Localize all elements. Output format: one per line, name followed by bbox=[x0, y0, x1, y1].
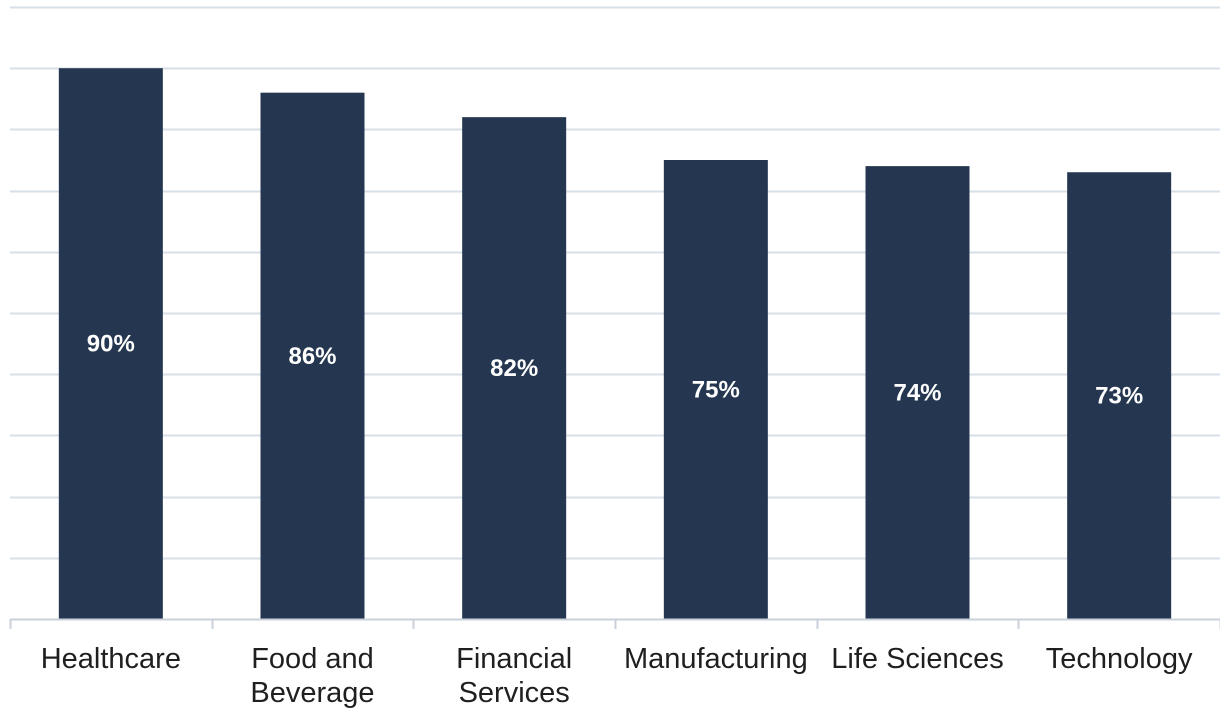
data-label: 73% bbox=[1095, 383, 1143, 410]
category-tick-label: Healthcare bbox=[41, 643, 181, 675]
gridlines bbox=[10, 6, 1220, 560]
data-label: 90% bbox=[87, 331, 135, 358]
data-label: 74% bbox=[893, 380, 941, 407]
bar bbox=[58, 68, 163, 619]
category-tick-label: Life Sciences bbox=[831, 643, 1004, 675]
data-label: 75% bbox=[692, 377, 740, 404]
bars bbox=[58, 68, 1172, 620]
bar bbox=[260, 92, 365, 620]
data-label: 86% bbox=[288, 343, 336, 370]
bar bbox=[462, 117, 567, 619]
category-tick-label: Food and Beverage bbox=[250, 643, 374, 709]
bar bbox=[663, 160, 768, 619]
category-tick-label: Financial Services bbox=[456, 643, 572, 709]
bar bbox=[865, 166, 970, 619]
labels: 90% Healthcare 86% Food and Beverage 82% Finan… bbox=[41, 331, 1193, 709]
category-tick-label: Manufacturing bbox=[624, 643, 808, 675]
data-label: 82% bbox=[490, 355, 538, 382]
category-tick-label: Technology bbox=[1046, 643, 1193, 675]
x-axis bbox=[9, 618, 1220, 629]
bar bbox=[1067, 172, 1172, 620]
